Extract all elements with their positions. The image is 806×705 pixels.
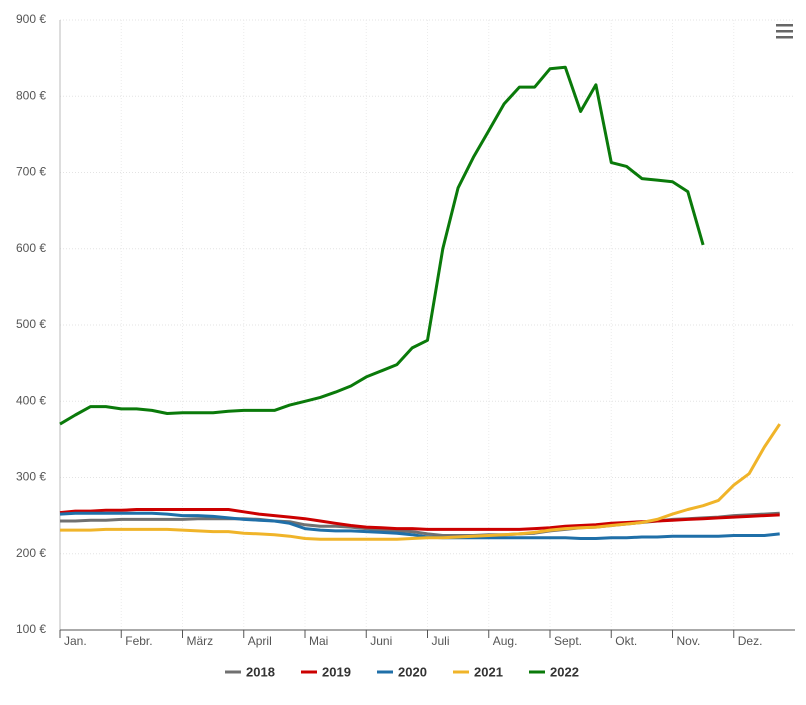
series-line (59, 65, 705, 426)
series-line (59, 508, 780, 531)
y-tick-label: 100 € (16, 622, 46, 636)
series-line (60, 423, 781, 541)
x-tick-label: Nov. (677, 634, 701, 648)
x-tick-label: Sept. (554, 634, 582, 648)
x-tick-label: Juni (370, 634, 392, 648)
legend-label: 2020 (398, 664, 427, 679)
y-tick-label: 200 € (16, 546, 46, 560)
y-tick-label: 900 € (16, 12, 46, 26)
menu-bar (776, 30, 793, 33)
legend-label: 2022 (550, 664, 579, 679)
legend-label: 2018 (246, 664, 275, 679)
menu-bar (776, 36, 793, 39)
x-tick-label: April (248, 634, 272, 648)
series-line (59, 511, 780, 540)
x-tick-label: März (187, 634, 214, 648)
y-tick-label: 400 € (16, 393, 46, 407)
y-tick-label: 300 € (16, 470, 46, 484)
x-tick-label: Jan. (64, 634, 87, 648)
x-tick-label: Dez. (738, 634, 763, 648)
y-tick-label: 600 € (16, 241, 46, 255)
y-tick-label: 500 € (16, 317, 46, 331)
legend-label: 2021 (474, 664, 503, 679)
x-tick-label: Aug. (493, 634, 518, 648)
x-tick-label: Okt. (615, 634, 637, 648)
menu-button[interactable] (776, 24, 793, 39)
legend-label: 2019 (322, 664, 351, 679)
series-line (60, 511, 780, 537)
y-tick-label: 700 € (16, 165, 46, 179)
x-tick-label: Juli (432, 634, 450, 648)
x-tick-label: Febr. (125, 634, 152, 648)
menu-bar (776, 24, 793, 27)
x-tick-label: Mai (309, 634, 328, 648)
y-tick-label: 800 € (16, 88, 46, 102)
